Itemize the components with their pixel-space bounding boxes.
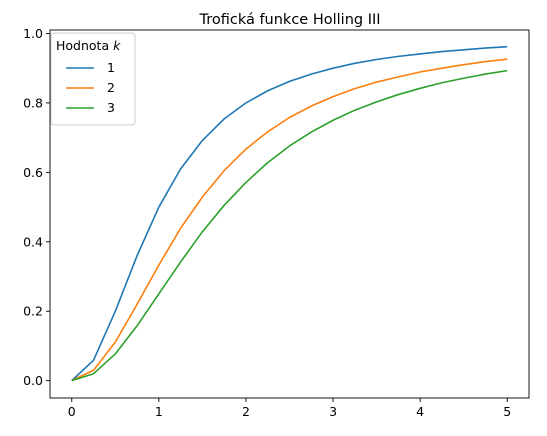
axes: 0 1 2 3 4 5 0.0 0.2 0.4 0.6 0.8 1.0: [23, 26, 530, 419]
y-tick-label: 0.0: [23, 373, 43, 388]
plot-area: [71, 45, 508, 382]
x-tick-label: 3: [329, 404, 337, 419]
series-line-3: [71, 69, 508, 382]
series-line-1: [71, 45, 508, 382]
legend-label-2: 2: [107, 80, 115, 95]
series-line-2: [71, 58, 508, 382]
y-tick-label: 0.6: [23, 165, 43, 180]
x-tick-label: 5: [503, 404, 511, 419]
x-tick-label: 4: [416, 404, 424, 419]
y-tick-label: 0.8: [23, 95, 43, 110]
legend: Hodnota k 1 2 3: [50, 32, 136, 126]
x-tick-label: 2: [242, 404, 250, 419]
legend-label-1: 1: [107, 60, 115, 75]
y-tick-label: 1.0: [23, 26, 43, 41]
axes-frame: [49, 29, 530, 399]
x-tick-label: 0: [68, 404, 76, 419]
legend-label-3: 3: [107, 100, 115, 115]
legend-box: [50, 32, 136, 126]
y-tick-label: 0.4: [23, 234, 43, 249]
y-tick-label: 0.2: [23, 304, 43, 319]
x-tick-label: 1: [155, 404, 163, 419]
chart-title: Trofická funkce Holling III: [198, 12, 380, 28]
legend-title: Hodnota k: [56, 38, 121, 53]
